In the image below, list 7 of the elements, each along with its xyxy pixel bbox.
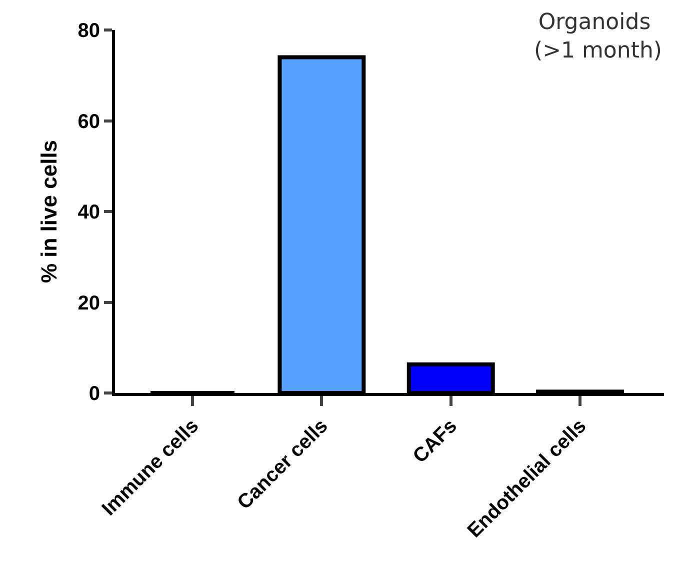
y-tick-label: 80 xyxy=(78,20,100,42)
y-tick-label: 40 xyxy=(78,202,100,224)
y-tick-label: 60 xyxy=(78,110,100,133)
y-tick-label: 20 xyxy=(78,292,100,314)
y-tick-label: 0 xyxy=(88,383,100,405)
y-axis-title: % in live cells xyxy=(36,140,62,284)
chart-title: Organoids (>1 month) xyxy=(527,10,662,64)
